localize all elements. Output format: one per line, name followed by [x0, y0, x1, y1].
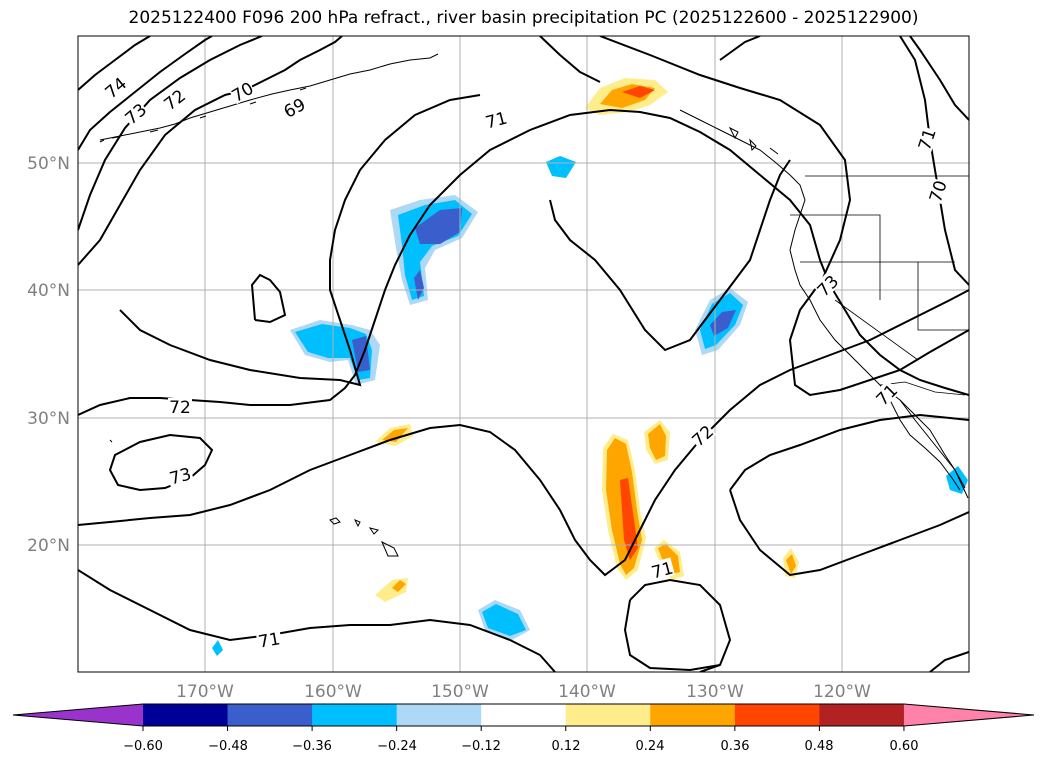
colorbar-tick-label: −0.60: [123, 739, 163, 754]
coastline-islands-ne: [728, 126, 779, 155]
contour-70-ne: [909, 36, 969, 121]
contour-71-east-gulf: [539, 36, 601, 83]
plot-area: 74 73 72 70 69 71 71 70 73 72 72 71 73: [78, 36, 969, 672]
precip-positive-patch: [382, 428, 408, 442]
colorbar-tick-label: 0.36: [721, 739, 750, 754]
coastline-alaska-panhandle: [679, 109, 966, 489]
contour-70: [78, 36, 343, 266]
refractivity-contours: [78, 36, 969, 672]
colorbar-tick-label: 0.48: [805, 739, 834, 754]
lon-label: 130°W: [686, 682, 744, 702]
colorbar-segment: [312, 704, 398, 726]
lat-label: 30°N: [27, 409, 70, 429]
contour-72-mid: [78, 289, 969, 577]
lon-label: 120°W: [813, 682, 871, 702]
political-borders: [790, 175, 969, 396]
colorbar: [12, 703, 1035, 731]
contour-label: 71: [257, 629, 282, 652]
precip-shading: [212, 78, 968, 656]
contour-72: [78, 36, 263, 231]
precip-positive-patch: [392, 580, 406, 592]
coastline-aleutians: [99, 87, 307, 143]
precip-positive-patch: [622, 86, 655, 98]
precip-negative-patch: [414, 270, 424, 300]
contour-label: 71: [483, 108, 509, 133]
contour-labels: 74 73 72 70 69 71 71 70 73 72 72 71 73: [100, 73, 952, 653]
precip-negative-patch: [710, 310, 736, 336]
coastline-baja: [879, 384, 961, 491]
lat-labels: 50°N 40°N 30°N 20°N: [27, 154, 70, 556]
contour-label: 70: [926, 178, 952, 205]
contour-label: 71: [915, 126, 941, 153]
contour-label: 71: [873, 381, 902, 410]
colorbar-segment: [396, 704, 482, 726]
contour-71-se: [629, 578, 732, 672]
precip-positive-patch: [648, 424, 666, 460]
colorbar-extend-max: [903, 704, 1034, 726]
lon-labels: 170°W 160°W 150°W 140°W 130°W 120°W: [176, 682, 871, 702]
border-us-mexico: [879, 381, 966, 396]
coastline-islands-sw: [109, 439, 113, 443]
colorbar-tick-label: −0.36: [292, 739, 332, 754]
coastlines: [99, 53, 969, 557]
lon-label: 160°W: [304, 682, 362, 702]
lon-label: 150°W: [431, 682, 489, 702]
lon-label: 170°W: [176, 682, 234, 702]
contour-74: [78, 36, 151, 91]
contour-71-far-se: [929, 651, 969, 672]
precip-positive-patch: [375, 578, 408, 602]
colorbar-segment: [143, 704, 229, 726]
contour-71-ne-ridge: [899, 36, 969, 286]
contour-73-sw: [108, 433, 214, 492]
colorbar-tick-label: 0.60: [890, 739, 919, 754]
contour-71-bulge: [549, 159, 791, 352]
contour-label: 69: [281, 95, 309, 123]
precip-negative-patch: [546, 156, 576, 178]
colorbar-tick-label: 0.24: [636, 739, 665, 754]
precip-negative-patch: [482, 604, 526, 636]
map-title: 2025122400 F096 200 hPa refract., river …: [128, 8, 919, 28]
colorbar-tick-labels: −0.60 −0.48 −0.36 −0.24 −0.12 0.12 0.24 …: [123, 739, 918, 754]
colorbar-segment: [227, 704, 313, 726]
colorbar-extend-min: [13, 704, 143, 726]
coastline-hawaii: [329, 517, 399, 557]
map-frame: [77, 35, 970, 673]
colorbar-tick-label: −0.24: [377, 739, 417, 754]
contour-72-east: [729, 413, 969, 577]
lon-label: 140°W: [558, 682, 616, 702]
precip-positive-patch: [620, 478, 638, 560]
contour-71-south: [78, 569, 556, 672]
contour-73: [78, 36, 213, 151]
contour-71-pool: [623, 599, 721, 672]
colorbar-segment: [819, 704, 905, 726]
lat-label: 40°N: [27, 281, 70, 301]
contour-label: 72: [169, 398, 191, 418]
precip-positive-patch: [786, 554, 796, 574]
colorbar-segment: [565, 704, 651, 726]
coastline-gulf-of-california: [899, 399, 969, 499]
precip-negative-patch: [415, 208, 462, 244]
precip-negative-patch: [212, 640, 223, 656]
contour-label: 72: [161, 86, 190, 115]
colorbar-tick-label: −0.48: [208, 739, 248, 754]
lat-label: 50°N: [27, 154, 70, 174]
coastline-alaska: [99, 53, 439, 141]
contour-69: [119, 94, 481, 387]
colorbar-tick-label: 0.12: [552, 739, 581, 754]
contour-71-north: [78, 108, 969, 416]
colorbar-tick-label: −0.12: [461, 739, 501, 754]
border-us-states: [790, 214, 969, 361]
colorbar-segment: [481, 704, 567, 726]
colorbar-segment: [734, 704, 820, 726]
precip-negative-patch: [352, 336, 370, 372]
lat-label: 20°N: [27, 536, 70, 556]
contour-label: 73: [814, 272, 843, 301]
colorbar-segment: [650, 704, 736, 726]
